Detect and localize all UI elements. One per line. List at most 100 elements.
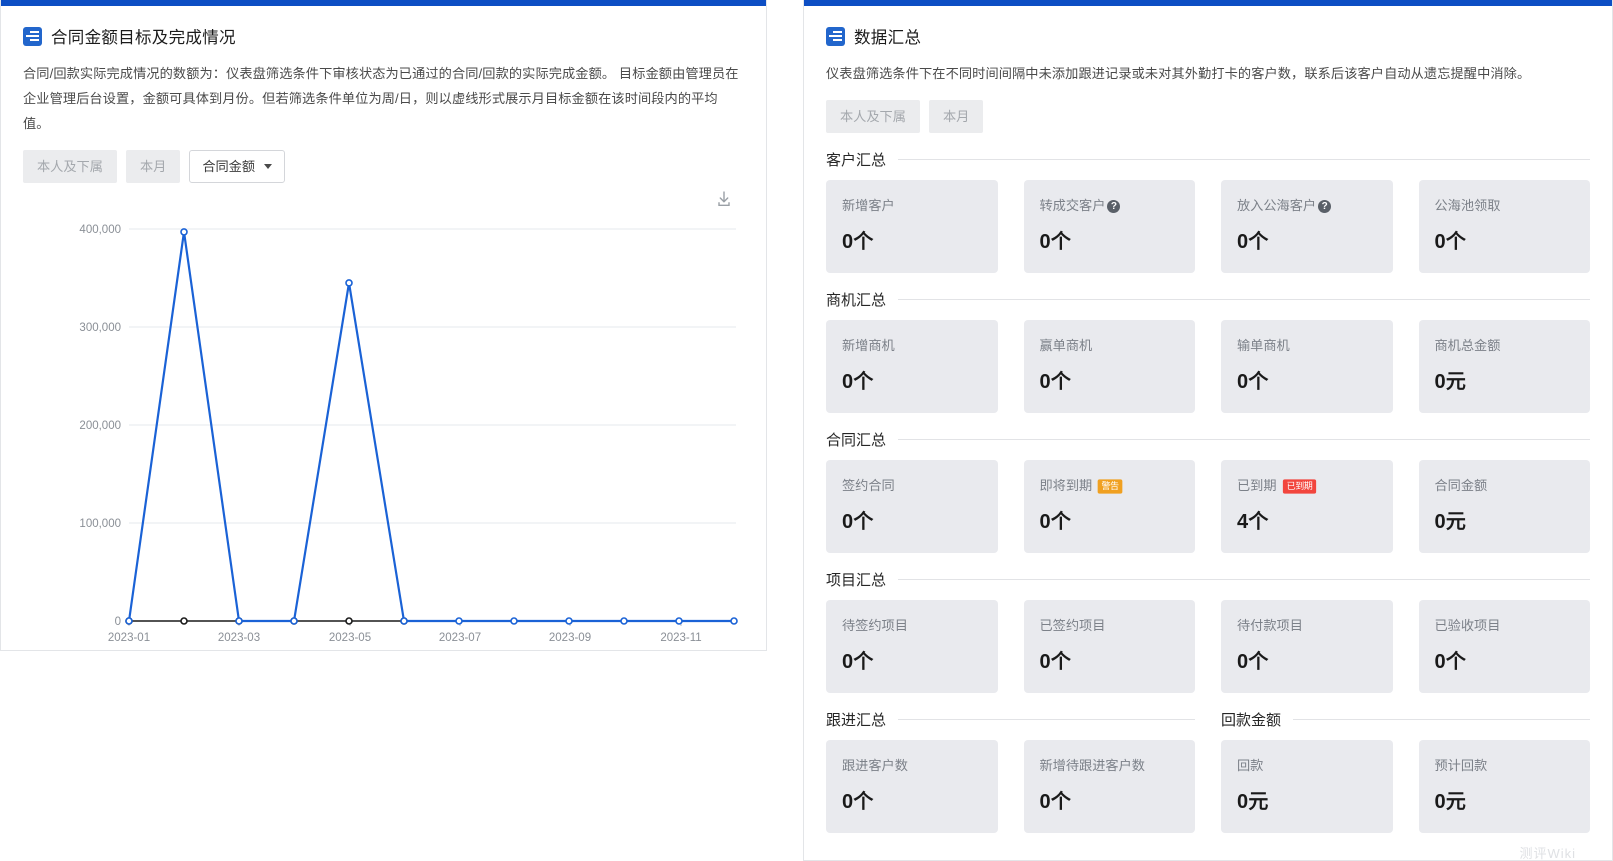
report-icon xyxy=(826,26,845,46)
help-icon[interactable]: ? xyxy=(1107,199,1121,213)
chart-x-axis: 2023-01 2023-03 2023-05 2023-07 2023-09 … xyxy=(108,632,702,644)
chart-data-point[interactable] xyxy=(180,617,188,625)
metric-card[interactable]: 已到期 已到期 4个 xyxy=(1221,460,1393,553)
metric-card[interactable]: 转成交客户? 0个 xyxy=(1023,180,1195,273)
summary-section: 商机汇总 新增商机 0个 赢单商机 0个 输单商机 0个 商机总金额 0元 xyxy=(826,289,1590,413)
metric-card-value: 0个 xyxy=(1039,511,1072,533)
metric-card-label: 即将到期 警告 xyxy=(1040,477,1180,495)
chart-toolbar xyxy=(23,183,744,215)
section-divider xyxy=(898,299,1590,300)
metric-select-value: 合同金额 xyxy=(202,159,256,174)
filter-period-pill[interactable]: 本月 xyxy=(125,150,181,183)
chart-data-point[interactable] xyxy=(180,228,188,236)
metric-card-label: 新增客户 xyxy=(842,197,982,215)
chart-data-point[interactable] xyxy=(730,617,738,625)
metric-card-value: 0个 xyxy=(1039,791,1072,813)
watermark: 测评Wiki xyxy=(1519,846,1576,861)
metric-label-text: 公海池领取 xyxy=(1434,198,1501,213)
summary-section: 合同汇总签约合同 0个 即将到期 警告 0个 已到期 已到期 4个 合同金额 0元 xyxy=(826,429,1590,553)
metric-label-text: 转成交客户 xyxy=(1039,198,1106,213)
metric-label-text: 回款 xyxy=(1237,758,1264,773)
metric-card[interactable]: 预计回款 0元 xyxy=(1418,740,1590,833)
metric-card-grid: 新增商机 0个 赢单商机 0个 输单商机 0个 商机总金额 0元 xyxy=(826,320,1590,413)
section-header: 合同汇总 xyxy=(826,429,1590,450)
metric-card[interactable]: 已验收项目 0个 xyxy=(1418,600,1590,693)
metric-card[interactable]: 放入公海客户? 0个 xyxy=(1221,180,1393,273)
filter-scope-pill[interactable]: 本人及下属 xyxy=(826,100,920,133)
metric-card[interactable]: 合同金额 0元 xyxy=(1418,460,1590,553)
chart-line xyxy=(127,230,734,623)
chart-svg: 400,000 300,000 200,000 100,000 0 xyxy=(79,224,738,644)
metric-card[interactable]: 输单商机 0个 xyxy=(1221,320,1393,413)
chart-data-point[interactable] xyxy=(455,617,463,625)
chart-data-point[interactable] xyxy=(620,617,628,625)
metric-card[interactable]: 待签约项目 0个 xyxy=(826,600,998,693)
metric-card-value: 0个 xyxy=(1039,371,1072,393)
metric-card[interactable]: 待付款项目 0个 xyxy=(1221,600,1393,693)
metric-card[interactable]: 新增待跟进客户数 0个 xyxy=(1023,740,1195,833)
chart-data-point[interactable] xyxy=(345,617,353,625)
chart-data-point[interactable] xyxy=(400,617,408,625)
metric-card[interactable]: 新增商机 0个 xyxy=(826,320,998,413)
chart-data-point[interactable] xyxy=(125,617,133,625)
chart-data-point[interactable] xyxy=(565,617,573,625)
filter-scope-pill[interactable]: 本人及下属 xyxy=(23,150,117,183)
metric-card[interactable]: 跟进客户数 0个 xyxy=(826,740,998,833)
data-summary-panel: 数据汇总 仪表盘筛选条件下在不同时间间隔中未添加跟进记录或未对其外勤打卡的客户数… xyxy=(803,0,1613,861)
metric-label-text: 新增客户 xyxy=(842,198,895,213)
metric-card-label: 新增商机 xyxy=(842,337,982,355)
metric-card-value: 0元 xyxy=(1434,511,1467,533)
metric-card[interactable]: 新增客户 0个 xyxy=(826,180,998,273)
left-filter-bar: 本人及下属 本月 合同金额 xyxy=(23,150,744,183)
actual-series xyxy=(125,228,738,625)
chart-data-point[interactable] xyxy=(290,617,298,625)
filter-period-pill[interactable]: 本月 xyxy=(928,100,984,133)
contract-line-chart[interactable]: 400,000 300,000 200,000 100,000 0 xyxy=(23,215,744,667)
metric-card-label: 合同金额 xyxy=(1435,477,1575,495)
metric-label-text: 新增待跟进客户数 xyxy=(1039,758,1146,773)
metric-card-label: 新增待跟进客户数 xyxy=(1040,757,1180,775)
metric-card-label: 转成交客户? xyxy=(1040,197,1180,215)
metric-card-grid: 签约合同 0个 即将到期 警告 0个 已到期 已到期 4个 合同金额 0元 xyxy=(826,460,1590,553)
metric-card[interactable]: 赢单商机 0个 xyxy=(1023,320,1195,413)
x-tick-label: 2023-01 xyxy=(108,632,150,644)
section-divider xyxy=(898,579,1590,580)
panel-accent-bar xyxy=(804,0,1612,6)
metric-card-value: 0个 xyxy=(842,651,874,673)
download-icon[interactable] xyxy=(714,189,734,209)
chart-data-point[interactable] xyxy=(510,617,518,625)
metric-card-label: 放入公海客户? xyxy=(1237,197,1377,215)
metric-card-label: 已到期 已到期 xyxy=(1237,477,1377,495)
metric-card[interactable]: 即将到期 警告 0个 xyxy=(1023,460,1195,553)
metric-card-label: 待签约项目 xyxy=(842,617,982,635)
metric-card-label: 已验收项目 xyxy=(1435,617,1575,635)
metric-label-text: 跟进客户数 xyxy=(842,758,908,773)
metric-card[interactable]: 回款 0元 xyxy=(1221,740,1393,833)
metric-label-text: 预计回款 xyxy=(1434,758,1488,773)
metric-select[interactable]: 合同金额 xyxy=(189,150,286,183)
chart-data-point[interactable] xyxy=(345,279,353,287)
panel-header: 合同金额目标及完成情况 xyxy=(23,24,744,48)
x-tick-label: 2023-07 xyxy=(439,632,481,644)
right-filter-bar: 本人及下属 本月 xyxy=(826,100,1590,133)
metric-card-value: 0个 xyxy=(1237,231,1269,253)
metric-card[interactable]: 商机总金额 0元 xyxy=(1418,320,1590,413)
metric-label-text: 输单商机 xyxy=(1237,338,1290,353)
help-icon[interactable]: ? xyxy=(1318,199,1332,213)
section-divider xyxy=(898,159,1590,160)
summary-title: 数据汇总 xyxy=(854,29,922,47)
metric-card[interactable]: 公海池领取 0个 xyxy=(1418,180,1590,273)
chart-data-point[interactable] xyxy=(235,617,243,625)
metric-card-value: 0个 xyxy=(1434,231,1467,253)
metric-card-value: 0元 xyxy=(1237,791,1269,813)
metric-card-value: 4个 xyxy=(1237,511,1269,533)
metric-card[interactable]: 已签约项目 0个 xyxy=(1023,600,1195,693)
metric-label-text: 合同金额 xyxy=(1434,478,1488,493)
chart-data-point[interactable] xyxy=(675,617,683,625)
metric-label-text: 即将到期 xyxy=(1039,478,1093,493)
status-badge: 已到期 xyxy=(1282,478,1316,494)
section-title: 商机汇总 xyxy=(826,292,887,309)
section-header: 跟进汇总 xyxy=(826,709,1195,730)
metric-label-text: 放入公海客户 xyxy=(1237,198,1317,213)
metric-card[interactable]: 签约合同 0个 xyxy=(826,460,998,553)
